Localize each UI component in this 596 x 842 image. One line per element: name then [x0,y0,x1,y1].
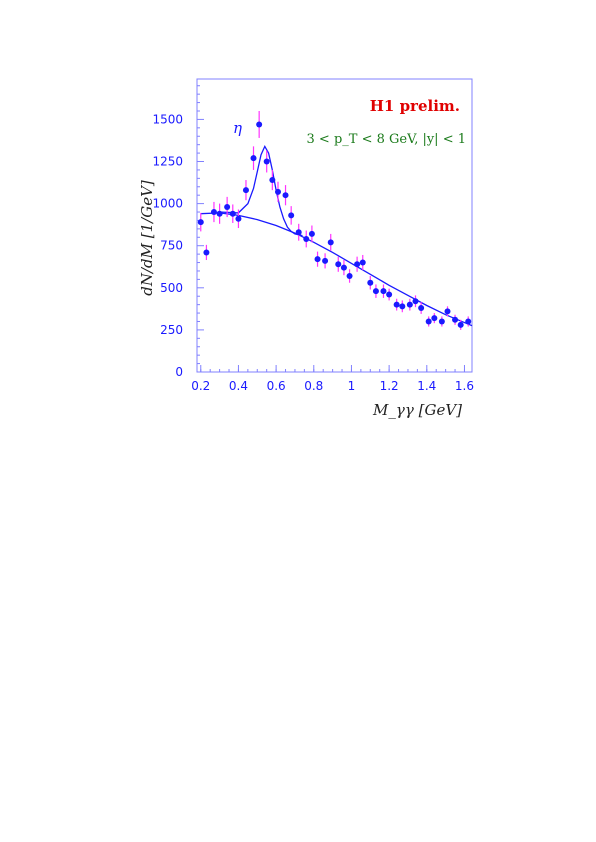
data-point [406,301,413,308]
x-axis-label: M_γγ [GeV] [372,401,462,419]
data-point [314,256,321,263]
data-point [256,121,263,128]
y-tick-label: 1500 [152,112,183,126]
data-point [444,308,451,315]
background-curve [200,212,473,327]
data-point [303,235,310,242]
plot-frame [196,78,473,373]
x-tick-label: 0.6 [267,379,286,393]
fit-curves [200,144,473,327]
x-tick-label: 1 [348,379,356,393]
x-tick-label: 0.8 [304,379,323,393]
data-points [197,121,472,328]
data-point [335,261,342,268]
data-point [393,301,400,308]
chart-title: H1 prelim. [370,97,460,115]
data-point [399,303,406,310]
data-point [224,203,231,210]
x-tick-label: 1.2 [380,379,399,393]
data-point [327,239,334,246]
data-point [340,264,347,271]
x-tick-labels: 0.2 0.4 0.6 0.8 1 1.2 1.4 1.6 [191,379,474,393]
data-point [308,230,315,237]
data-point [274,188,281,195]
y-axis-label: dN/dM [1/GeV] [138,180,156,296]
data-point [269,177,276,184]
data-point [372,288,379,295]
data-point [386,291,393,298]
y-tick-label: 250 [160,323,183,337]
eta-peak-label: η [233,119,242,137]
data-point [322,257,329,264]
data-point [242,187,249,194]
y-tick-labels: 0 250 500 750 1000 1250 1500 [152,112,183,379]
data-point [216,210,223,217]
data-point [229,210,236,217]
data-point [431,315,438,322]
data-point [465,318,472,325]
data-point [380,288,387,295]
data-point [354,261,361,268]
data-point [412,298,419,305]
data-point [367,279,374,286]
data-point [457,321,464,328]
data-point [203,249,210,256]
x-tick-label: 1.4 [417,379,436,393]
data-point [452,316,459,323]
data-point [425,318,432,325]
data-point [295,229,302,236]
data-point [418,305,425,312]
data-point [263,158,270,165]
data-point [210,209,217,216]
data-point [359,259,366,266]
data-point [282,192,289,199]
data-point [346,273,353,280]
y-tick-label: 1250 [152,155,183,169]
x-tick-label: 0.2 [191,379,210,393]
x-tick-label: 1.6 [455,379,474,393]
y-tick-label: 750 [160,239,183,253]
x-tick-label: 0.4 [229,379,248,393]
data-point [250,155,257,162]
chart-subtitle: 3 < p_T < 8 GeV, |y| < 1 [307,132,466,147]
data-point [197,219,204,226]
y-tick-label: 0 [175,365,183,379]
y-tick-label: 500 [160,281,183,295]
signal-curve [219,144,303,237]
data-point [438,318,445,325]
data-point [288,212,295,219]
y-tick-label: 1000 [152,197,183,211]
data-point [235,215,242,222]
